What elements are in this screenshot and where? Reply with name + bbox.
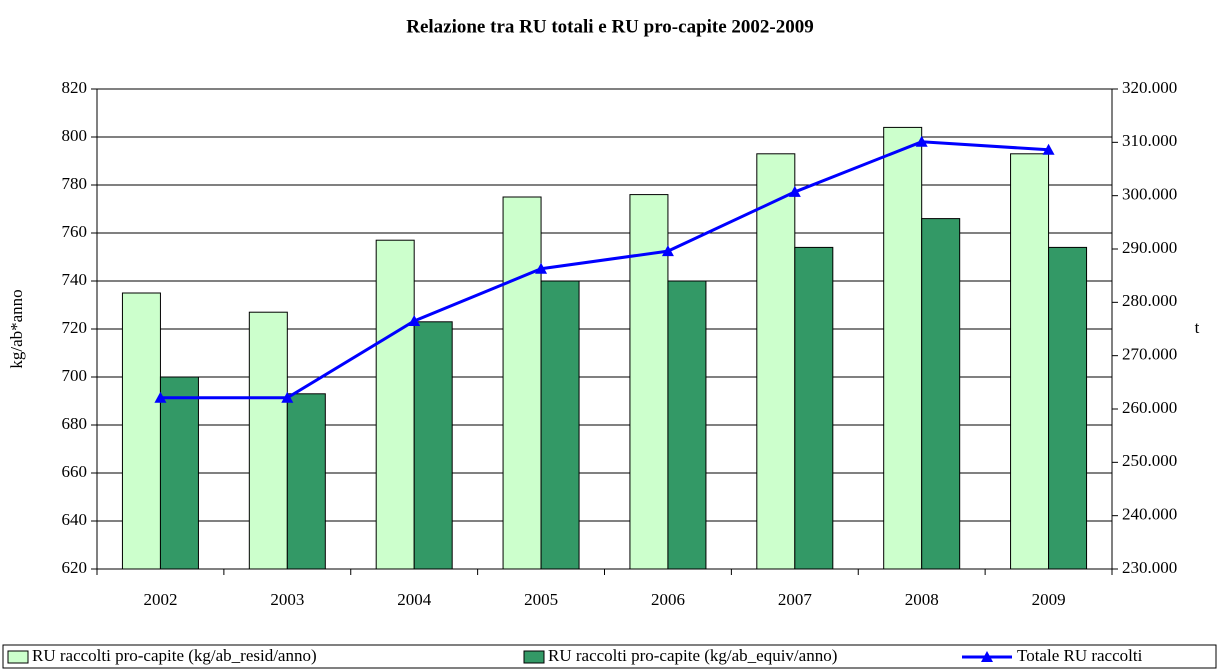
line-marker: [788, 185, 801, 197]
bar: [1048, 246, 1088, 570]
y-tick-label: 700: [62, 366, 88, 385]
x-tick-label: 2005: [524, 590, 558, 609]
bar: [883, 126, 923, 570]
legend-box: [2, 644, 1217, 669]
x-tick-label: 2006: [651, 590, 685, 609]
y-tick-label: 660: [62, 462, 88, 481]
x-tick-label: 2003: [270, 590, 304, 609]
x-tick-label: 2009: [1032, 590, 1066, 609]
line-marker: [661, 245, 674, 257]
line-marker: [915, 135, 928, 147]
bar: [286, 393, 326, 570]
bar: [502, 196, 542, 570]
bar: [413, 321, 453, 570]
bar: [159, 376, 199, 570]
line: [160, 140, 1049, 400]
legend-label: RU raccolti pro-capite (kg/ab_equiv/anno…: [548, 646, 837, 665]
legend-swatch: [7, 650, 29, 664]
line-marker: [154, 391, 167, 403]
y-axis-label: kg/ab*anno: [7, 289, 26, 368]
bar: [248, 311, 288, 570]
x-tick-label: 2002: [143, 590, 177, 609]
y2-tick-label: 300.000: [1122, 185, 1177, 204]
bar: [756, 153, 796, 570]
y-tick-label: 640: [62, 510, 88, 529]
y2-tick-label: 290.000: [1122, 238, 1177, 257]
y2-tick-label: 240.000: [1122, 505, 1177, 524]
y2-tick-label: 270.000: [1122, 345, 1177, 364]
line-marker: [408, 315, 421, 326]
chart-title: Relazione tra RU totali e RU pro-capite …: [406, 16, 814, 37]
bar: [667, 280, 707, 570]
bar: [794, 246, 834, 570]
y-tick-label: 740: [62, 270, 88, 289]
x-tick-label: 2004: [397, 590, 432, 609]
bar: [121, 292, 161, 570]
y-tick-label: 620: [62, 558, 88, 577]
y2-tick-label: 260.000: [1122, 398, 1177, 417]
bar: [1010, 153, 1050, 570]
line-marker: [281, 391, 294, 403]
bar: [540, 280, 580, 570]
y2-tick-label: 230.000: [1122, 558, 1177, 577]
x-tick-label: 2007: [778, 590, 813, 609]
line-marker: [1042, 143, 1055, 155]
legend-marker: [981, 651, 993, 662]
y-tick-label: 680: [62, 414, 88, 433]
x-tick-label: 2008: [905, 590, 939, 609]
bar: [375, 239, 415, 570]
y-tick-label: 760: [62, 222, 88, 241]
y2-tick-label: 280.000: [1122, 291, 1177, 310]
y-tick-label: 720: [62, 318, 88, 337]
y2-tick-label: 320.000: [1122, 78, 1177, 97]
y2-tick-label: 250.000: [1122, 451, 1177, 470]
y-tick-label: 800: [62, 126, 88, 145]
bar: [921, 218, 961, 570]
y-tick-label: 780: [62, 174, 88, 193]
legend-label: RU raccolti pro-capite (kg/ab_resid/anno…: [32, 646, 317, 665]
legend-label: Totale RU raccolti: [1017, 646, 1143, 665]
y2-axis-label: t: [1195, 318, 1200, 337]
y2-tick-label: 310.000: [1122, 131, 1177, 150]
line-marker: [535, 262, 548, 274]
y-tick-label: 820: [62, 78, 88, 97]
legend-swatch: [523, 650, 545, 664]
